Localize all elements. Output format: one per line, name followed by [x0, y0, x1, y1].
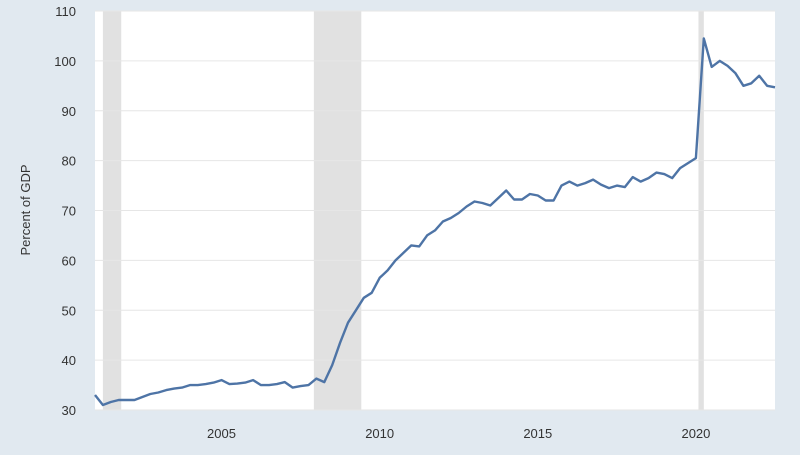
y-tick-label: 60 [62, 253, 76, 268]
y-tick-label: 90 [62, 104, 76, 119]
y-tick-label: 100 [54, 54, 76, 69]
x-tick-label: 2015 [523, 426, 552, 441]
y-axis-label: Percent of GDP [18, 164, 33, 255]
y-tick-label: 50 [62, 303, 76, 318]
y-tick-label: 110 [55, 4, 76, 19]
series-line [94, 37, 776, 407]
y-axis-ticks: 30 40 50 60 70 80 90 100 110 [54, 4, 76, 418]
y-tick-label: 80 [62, 154, 76, 169]
y-tick-label: 40 [62, 353, 76, 368]
x-tick-label: 2005 [207, 426, 236, 441]
y-tick-label: 30 [62, 403, 76, 418]
y-tick-label: 70 [62, 204, 76, 219]
x-tick-label: 2020 [681, 426, 710, 441]
x-tick-label: 2010 [365, 426, 394, 441]
x-axis-ticks: 2005 2010 2015 2020 [207, 426, 710, 441]
series [94, 37, 776, 407]
gridlines [95, 10, 775, 411]
